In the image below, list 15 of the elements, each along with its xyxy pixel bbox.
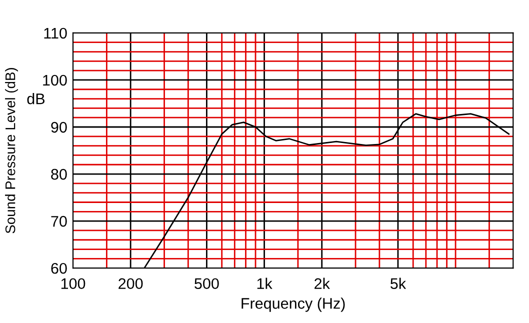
x-axis-title: Frequency (Hz) (242, 298, 345, 312)
y-tick-label: 110 (44, 28, 67, 39)
x-tick-label: 500 (194, 278, 219, 290)
y-axis-title: Sound Pressure Level (dB) (5, 68, 18, 234)
x-tick-label: 1k (257, 278, 272, 289)
y-tick-label: 70 (51, 216, 67, 227)
y-tick-label: 90 (51, 122, 67, 133)
x-tick-label: 5k (390, 278, 406, 290)
x-tick-label: 2k (314, 278, 330, 289)
text: dB (27, 93, 45, 104)
y-tick-label: 100 (43, 74, 67, 86)
x-tick-label: 200 (118, 278, 143, 290)
y-tick-label: 60 (51, 262, 67, 274)
y-tick-label: 80 (51, 168, 67, 180)
x-tick-label: 100 (61, 278, 86, 290)
